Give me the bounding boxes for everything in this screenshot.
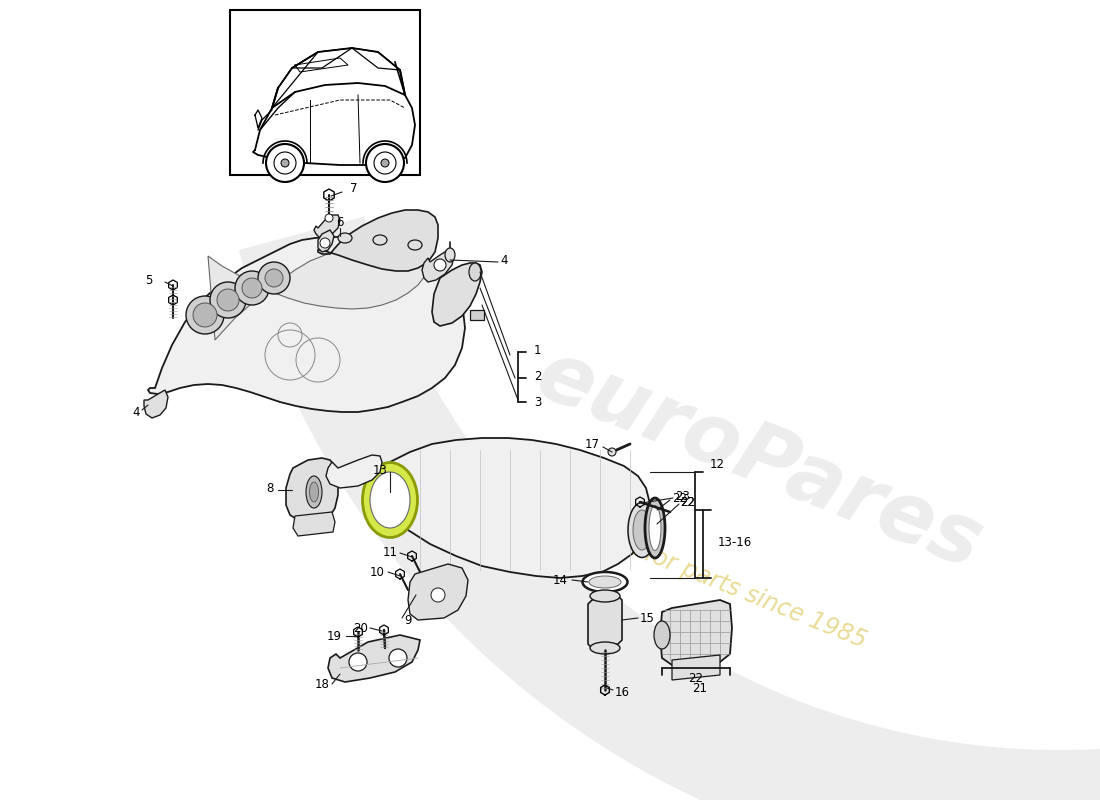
Polygon shape	[660, 600, 732, 665]
Circle shape	[258, 262, 290, 294]
Ellipse shape	[309, 482, 319, 502]
Bar	[470, 310, 484, 320]
Circle shape	[389, 649, 407, 667]
Text: 20: 20	[353, 622, 369, 634]
Text: 13: 13	[373, 463, 388, 477]
Text: 17: 17	[585, 438, 600, 451]
Ellipse shape	[649, 506, 661, 550]
Text: 10: 10	[370, 566, 385, 578]
Text: 18: 18	[315, 678, 330, 691]
Polygon shape	[408, 564, 468, 620]
Text: 4: 4	[132, 406, 140, 418]
Circle shape	[320, 238, 330, 248]
Polygon shape	[422, 250, 454, 282]
Circle shape	[265, 269, 283, 287]
Polygon shape	[286, 458, 338, 522]
Circle shape	[274, 152, 296, 174]
Polygon shape	[672, 655, 721, 680]
Text: 13-16: 13-16	[718, 535, 752, 549]
Text: 6: 6	[337, 215, 343, 229]
Ellipse shape	[469, 263, 481, 281]
Circle shape	[608, 448, 616, 456]
Ellipse shape	[590, 590, 620, 602]
Polygon shape	[382, 438, 650, 578]
Text: 23: 23	[675, 490, 690, 502]
Ellipse shape	[654, 621, 670, 649]
Polygon shape	[314, 215, 340, 238]
Ellipse shape	[370, 472, 410, 528]
Text: 11: 11	[383, 546, 398, 558]
Text: 22: 22	[672, 491, 688, 505]
Ellipse shape	[408, 240, 422, 250]
Circle shape	[210, 282, 246, 318]
Text: euroPares: euroPares	[526, 334, 994, 586]
Ellipse shape	[590, 642, 620, 654]
Ellipse shape	[628, 502, 656, 558]
Text: 21: 21	[693, 682, 707, 694]
Text: 22: 22	[680, 495, 695, 509]
Circle shape	[431, 588, 446, 602]
Circle shape	[374, 152, 396, 174]
Text: 15: 15	[640, 611, 654, 625]
Text: 16: 16	[615, 686, 630, 698]
Ellipse shape	[373, 235, 387, 245]
Polygon shape	[293, 512, 336, 536]
Text: 22: 22	[689, 671, 704, 685]
Ellipse shape	[446, 248, 455, 262]
Text: 8: 8	[266, 482, 274, 494]
Text: 5: 5	[144, 274, 152, 286]
Polygon shape	[148, 237, 465, 412]
Ellipse shape	[338, 233, 352, 243]
Ellipse shape	[583, 572, 627, 592]
Text: a passion for parts since 1985: a passion for parts since 1985	[530, 497, 870, 653]
Polygon shape	[208, 244, 428, 340]
Ellipse shape	[306, 476, 322, 508]
Circle shape	[280, 159, 289, 167]
Ellipse shape	[645, 498, 665, 558]
Polygon shape	[326, 455, 382, 488]
Text: 3: 3	[534, 395, 541, 409]
Polygon shape	[588, 596, 621, 648]
Polygon shape	[318, 230, 334, 252]
Circle shape	[349, 653, 367, 671]
Ellipse shape	[632, 510, 651, 550]
Polygon shape	[239, 216, 1100, 800]
Circle shape	[186, 296, 224, 334]
Text: 9: 9	[404, 614, 411, 626]
Text: 19: 19	[327, 630, 342, 642]
Ellipse shape	[588, 576, 621, 588]
Bar	[230, 10, 420, 175]
Circle shape	[366, 144, 404, 182]
Polygon shape	[328, 635, 420, 682]
Polygon shape	[144, 390, 168, 418]
Text: 2: 2	[534, 370, 541, 382]
Text: 14: 14	[553, 574, 568, 586]
Text: 4: 4	[500, 254, 507, 266]
Circle shape	[324, 214, 333, 222]
Ellipse shape	[363, 462, 418, 538]
Text: 1: 1	[534, 343, 541, 357]
Circle shape	[242, 278, 262, 298]
Text: 12: 12	[710, 458, 725, 471]
Polygon shape	[432, 263, 482, 326]
Circle shape	[266, 144, 304, 182]
Circle shape	[235, 271, 270, 305]
Polygon shape	[318, 210, 438, 271]
Circle shape	[192, 303, 217, 327]
Circle shape	[434, 259, 446, 271]
Text: 7: 7	[350, 182, 358, 194]
Circle shape	[381, 159, 389, 167]
Circle shape	[217, 289, 239, 311]
Text: 22: 22	[680, 495, 695, 509]
